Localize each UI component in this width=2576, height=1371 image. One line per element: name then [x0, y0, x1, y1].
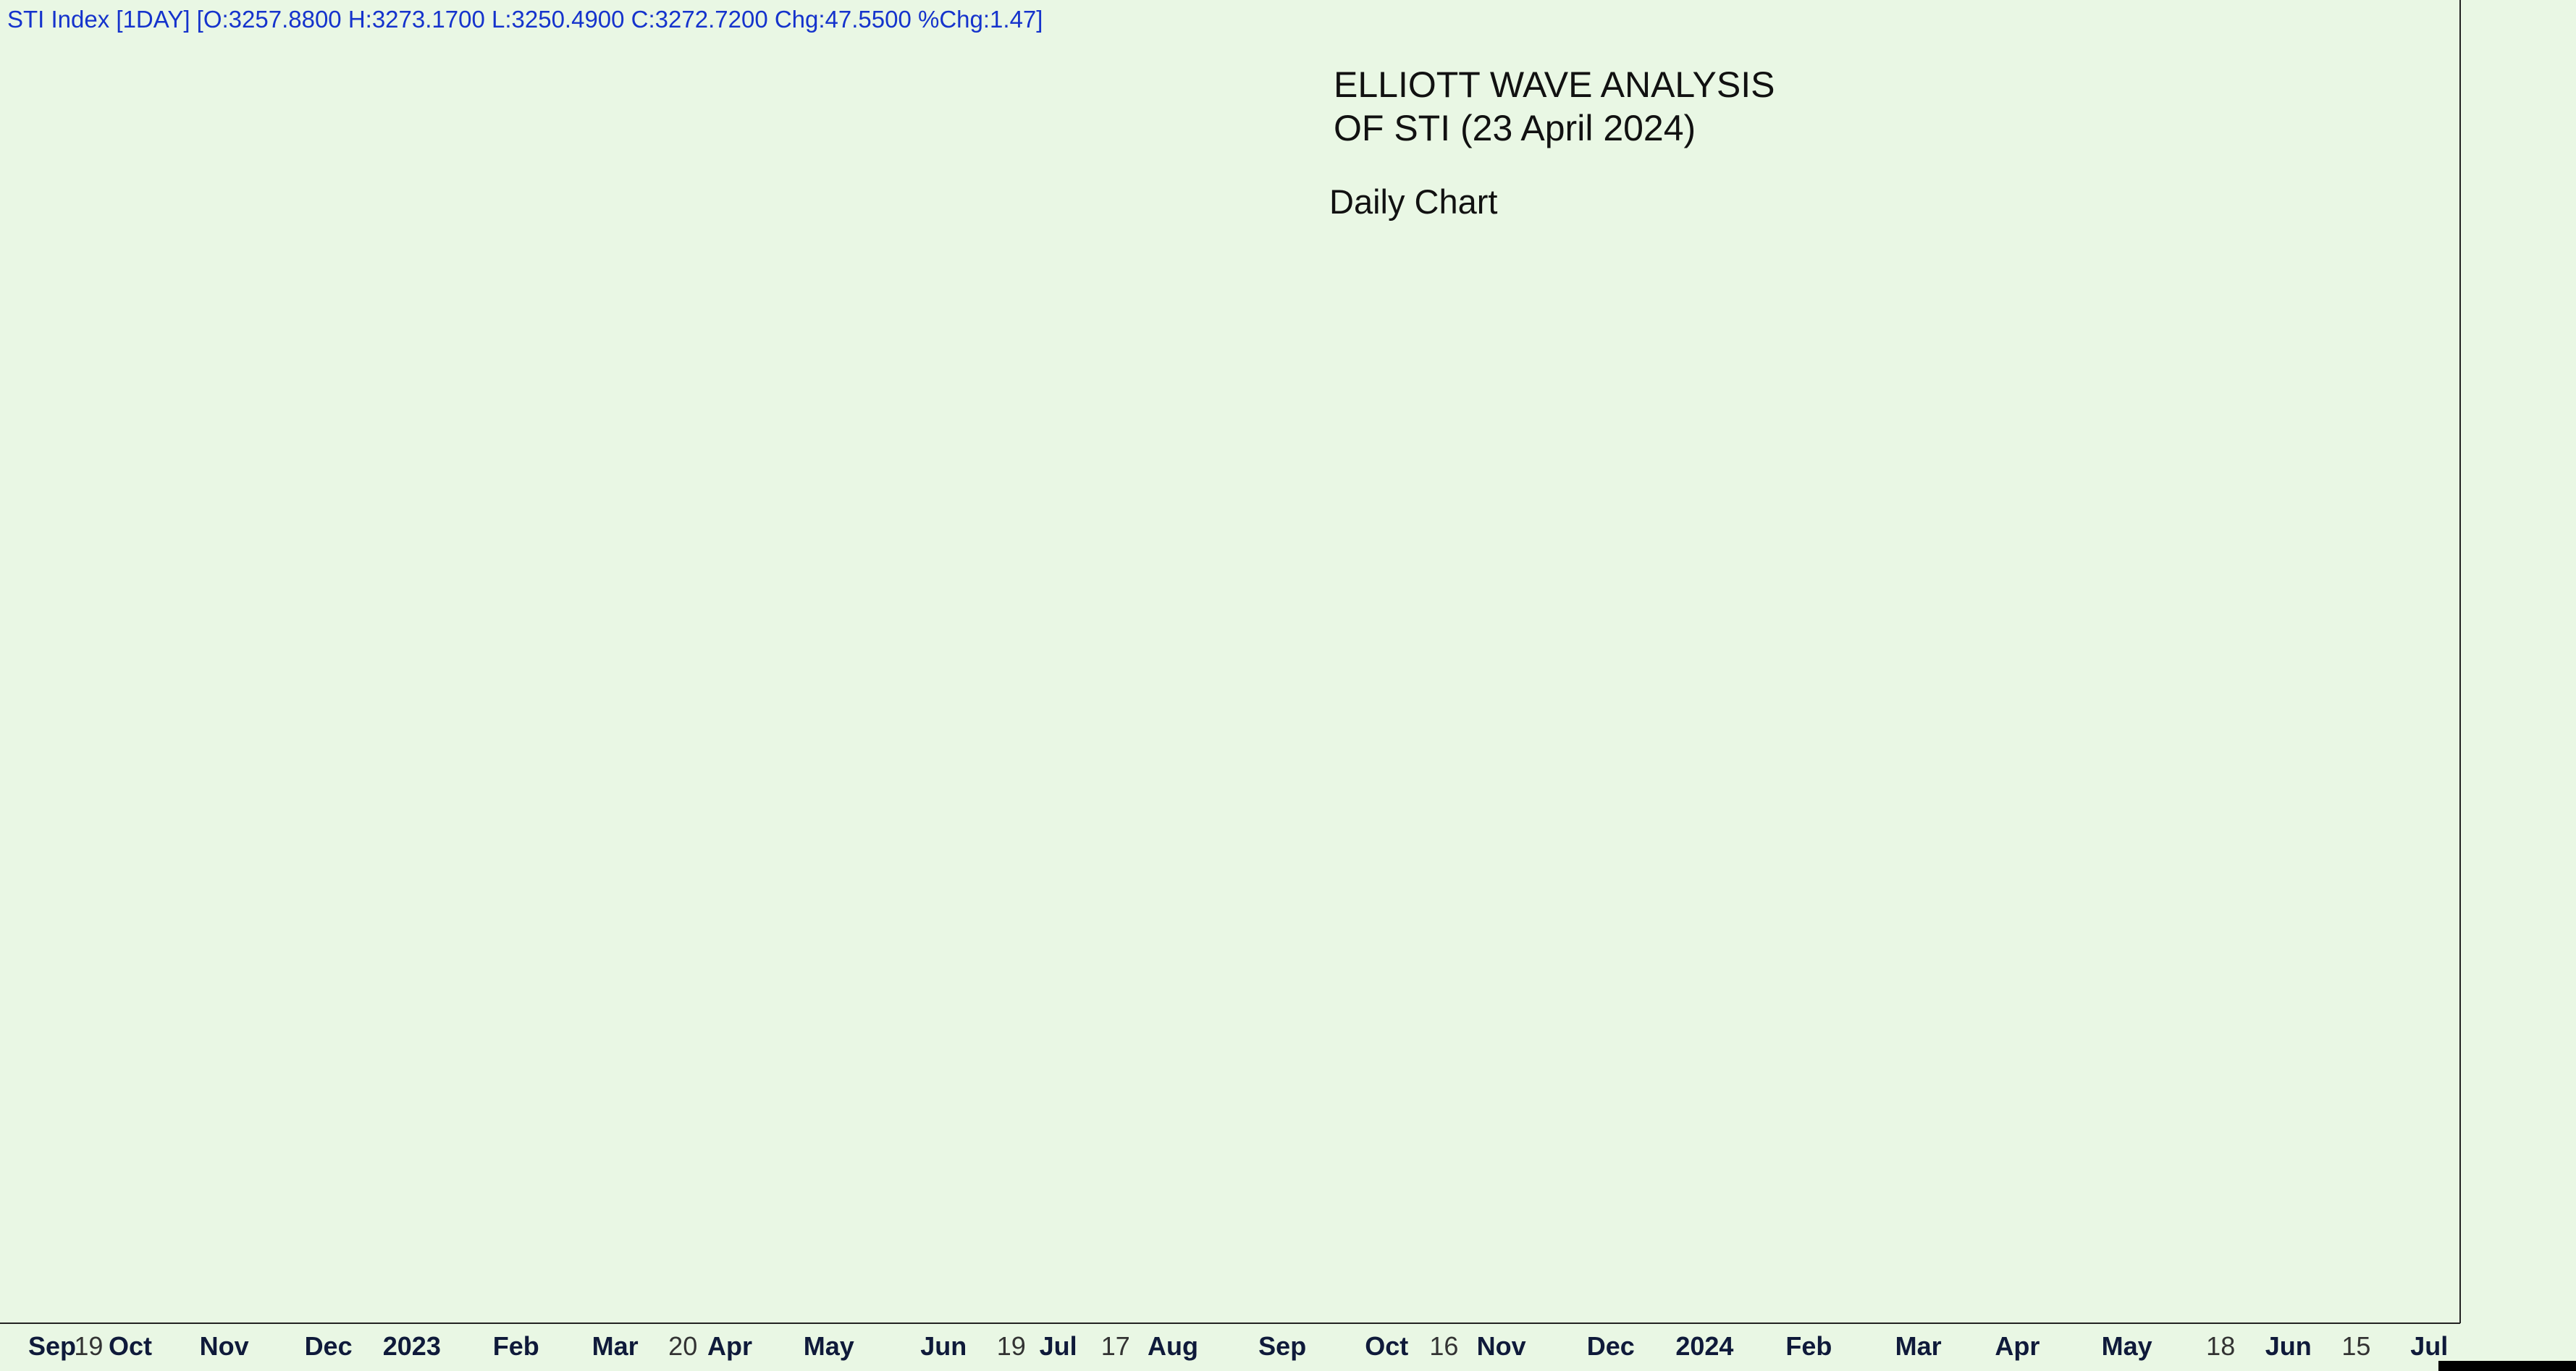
x-tick-label: 16	[1429, 1331, 1458, 1361]
x-tick-label: Sep	[1258, 1331, 1306, 1361]
x-tick-label: Jun	[2265, 1331, 2312, 1361]
x-tick-label: Sep	[28, 1331, 76, 1361]
chart-header: STI Index [1DAY] [O:3257.8800 H:3273.170…	[7, 6, 1043, 33]
x-tick-label: Oct	[1365, 1331, 1408, 1361]
x-tick-label: Dec	[305, 1331, 353, 1361]
x-tick-label: 19	[997, 1331, 1026, 1361]
x-tick-label: Jul	[1040, 1331, 1077, 1361]
x-tick-label: Oct	[109, 1331, 152, 1361]
x-tick-label: Nov	[1477, 1331, 1526, 1361]
chart-title-line-1: ELLIOTT WAVE ANALYSIS	[1334, 64, 1775, 105]
x-tick-label: Jul	[2410, 1331, 2448, 1361]
x-tick-label: May	[804, 1331, 854, 1361]
x-tick-label: Dec	[1587, 1331, 1635, 1361]
x-tick-label: May	[2102, 1331, 2152, 1361]
x-tick-label: Feb	[1785, 1331, 1832, 1361]
x-tick-label: Apr	[1995, 1331, 2040, 1361]
x-tick-label: 17	[1101, 1331, 1130, 1361]
x-tick-label: 2023	[383, 1331, 441, 1361]
x-tick-label: 18	[2206, 1331, 2235, 1361]
x-tick-label: Feb	[493, 1331, 539, 1361]
bottom-corner-bar	[2438, 1361, 2576, 1371]
x-tick-label: 20	[668, 1331, 697, 1361]
x-tick-label: 2024	[1675, 1331, 1733, 1361]
x-tick-label: Apr	[707, 1331, 752, 1361]
x-tick-label: 15	[2341, 1331, 2370, 1361]
x-tick-label: Mar	[592, 1331, 639, 1361]
x-tick-label: Mar	[1895, 1331, 1942, 1361]
chart-title-line-2: OF STI (23 April 2024)	[1334, 108, 1696, 148]
x-tick-label: Nov	[200, 1331, 249, 1361]
x-tick-label: Aug	[1148, 1331, 1198, 1361]
x-tick-label: 19	[74, 1331, 103, 1361]
chart-subtitle: Daily Chart	[1329, 182, 1497, 221]
x-tick-label: Jun	[920, 1331, 967, 1361]
